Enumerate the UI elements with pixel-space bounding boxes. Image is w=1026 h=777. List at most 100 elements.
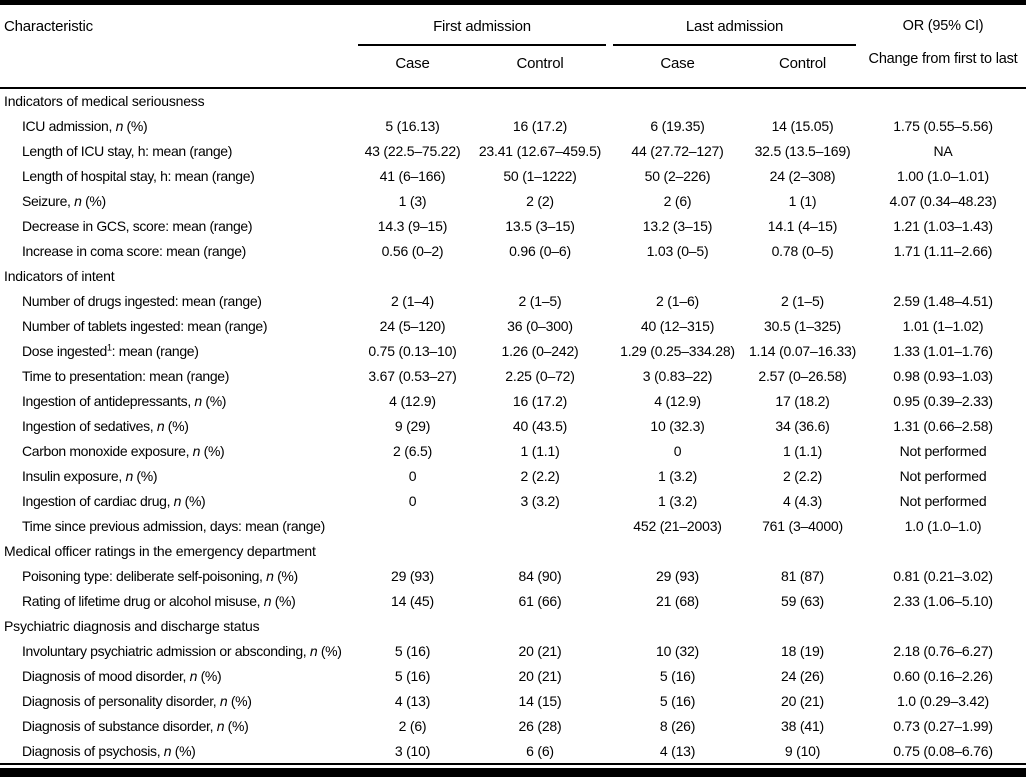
table-row: Number of drugs ingested: mean (range) 2 … <box>0 289 1026 314</box>
cell-value: 1.31 (0.66–2.58) <box>893 418 993 434</box>
cell-value: 0 <box>408 468 417 484</box>
cell-value: 5 (16) <box>394 643 431 659</box>
cell-value: 50 (1–1222) <box>503 168 577 184</box>
cell-value: 2 (1–5) <box>518 293 562 309</box>
cell-value: 1 (3.2) <box>657 468 698 484</box>
table-bottom-thin-rule <box>0 763 1026 765</box>
cell-value: 4 (12.9) <box>389 393 436 409</box>
section-title: Medical officer ratings in the emergency… <box>4 543 316 559</box>
cell-value: 84 (90) <box>518 568 562 584</box>
row-label: Carbon monoxide exposure, n (%) <box>22 443 225 459</box>
cell-value: 0.98 (0.93–1.03) <box>893 368 993 384</box>
cell-value: 41 (6–166) <box>379 168 446 184</box>
section-row: Indicators of medical seriousness <box>0 88 1026 114</box>
cell-value: 24 (26) <box>781 668 824 684</box>
table-row: Decrease in GCS, score: mean (range) 14.3… <box>0 214 1026 239</box>
cell-value: 17 (18.2) <box>775 393 830 409</box>
row-label: Time since previous admission, days: mea… <box>22 518 325 534</box>
cell-value: 452 (21–2003) <box>633 518 722 534</box>
cell-value: 1 (3.2) <box>657 493 698 509</box>
cell-value: 16 (17.2) <box>512 393 568 409</box>
table-row: Carbon monoxide exposure, n (%) 2 (6.5) 1 … <box>0 439 1026 464</box>
table-row: Increase in coma score: mean (range) 0.56… <box>0 239 1026 264</box>
cell-value: 13.5 (3–15) <box>505 218 575 234</box>
cell-value: 2 (6) <box>663 193 692 209</box>
last-admission-control-header: Control <box>745 46 861 89</box>
cell-value <box>355 514 470 539</box>
cell-value: 4 (4.3) <box>782 493 823 509</box>
cell-value: 2.18 (0.76–6.27) <box>893 643 993 659</box>
cell-value: 20 (21) <box>781 693 824 709</box>
cell-value: 2 (6) <box>398 718 427 734</box>
cell-value: 2 (6.5) <box>392 443 433 459</box>
cell-value: 0.78 (0–5) <box>771 243 834 259</box>
table-row: Diagnosis of personality disorder, n (%)… <box>0 689 1026 714</box>
table-row: Diagnosis of mood disorder, n (%) 5 (16) 2… <box>0 664 1026 689</box>
cell-value: 26 (28) <box>518 718 562 734</box>
cell-value: 0.60 (0.16–2.26) <box>893 668 993 684</box>
cell-value: 13.2 (3–15) <box>642 218 713 234</box>
cell-value: 2 (1–5) <box>781 293 824 309</box>
table-row: Length of hospital stay, h: mean (range)… <box>0 164 1026 189</box>
first-admission-control-header: Control <box>470 46 611 89</box>
cell-value: 2.25 (0–72) <box>505 368 575 384</box>
cell-value: 2 (2.2) <box>520 468 560 484</box>
cell-value: 9 (10) <box>784 743 821 759</box>
table-row: Insulin exposure, n (%) 0 2 (2.2) 1 (3.2) 2 … <box>0 464 1026 489</box>
table-row: Poisoning type: deliberate self-poisonin… <box>0 564 1026 589</box>
cell-value: 2.33 (1.06–5.10) <box>893 593 993 609</box>
last-admission-group-header: Last admission <box>610 5 860 46</box>
cell-value: 0.81 (0.21–3.02) <box>893 568 993 584</box>
cell-value: 4 (13) <box>394 693 431 709</box>
cell-value: 50 (2–226) <box>644 168 711 184</box>
cell-value: 14.3 (9–15) <box>377 218 448 234</box>
row-label: Length of ICU stay, h: mean (range) <box>22 143 233 159</box>
cell-value: Not performed <box>899 468 987 484</box>
row-label: Time to presentation: mean (range) <box>22 368 230 384</box>
cell-value: 18 (19) <box>781 643 824 659</box>
cell-value: 2.57 (0–26.58) <box>758 368 847 384</box>
cell-value: 1.26 (0–242) <box>501 343 579 359</box>
cell-value: 32.5 (13.5–169) <box>754 143 851 159</box>
cell-value: 40 (12–315) <box>640 318 715 334</box>
cell-value: 14 (15.05) <box>771 118 834 134</box>
cell-value: 3 (3.2) <box>520 493 560 509</box>
table-row: Rating of lifetime drug or alcohol misus… <box>0 589 1026 614</box>
cell-value: 0.95 (0.39–2.33) <box>893 393 993 409</box>
first-admission-group-label: First admission <box>358 18 607 46</box>
cell-value: 16 (17.2) <box>512 118 568 134</box>
cell-value: 761 (3–4000) <box>762 518 843 534</box>
table-row: Time to presentation: mean (range) 3.67 (… <box>0 364 1026 389</box>
cell-value: 3.67 (0.53–27) <box>368 368 457 384</box>
cell-value: 3 (0.83–22) <box>642 368 713 384</box>
table-row: Involuntary psychiatric admission or abs… <box>0 639 1026 664</box>
row-label: Seizure, n (%) <box>22 193 106 209</box>
characteristic-column-header: Characteristic <box>4 18 93 35</box>
table-row: Ingestion of sedatives, n (%) 9 (29) 40 (4… <box>0 414 1026 439</box>
cell-value: 5 (16.13) <box>385 118 440 134</box>
cell-value: 0.56 (0–2) <box>381 243 444 259</box>
row-label: Dose ingested1: mean (range) <box>22 342 199 359</box>
cell-value: 44 (27.72–127) <box>631 143 724 159</box>
cell-value: 14 (15) <box>518 693 562 709</box>
cell-value: 30.5 (1–325) <box>764 318 842 334</box>
row-label: Diagnosis of substance disorder, n (%) <box>22 718 249 734</box>
table-row: Diagnosis of substance disorder, n (%) 2 … <box>0 714 1026 739</box>
cell-value: 24 (2–308) <box>769 168 836 184</box>
cell-value: 6 (19.35) <box>650 118 705 134</box>
or-column-header: OR (95% CI) <box>902 18 984 34</box>
first-admission-case-header: Case <box>355 46 470 89</box>
cell-value: 38 (41) <box>781 718 824 734</box>
cell-value: 5 (16) <box>394 668 431 684</box>
cell-value: 0.75 (0.08–6.76) <box>893 743 993 759</box>
cell-value: 40 (43.5) <box>512 418 568 434</box>
row-label: Diagnosis of mood disorder, n (%) <box>22 668 222 684</box>
cell-value: Not performed <box>899 443 987 459</box>
cell-value: 36 (0–300) <box>507 318 573 334</box>
row-label: ICU admission, n (%) <box>22 118 148 134</box>
cell-value: 20 (21) <box>518 668 562 684</box>
row-label: Rating of lifetime drug or alcohol misus… <box>22 593 296 609</box>
cell-value: 1.0 (1.0–1.0) <box>904 518 982 534</box>
cell-value: NA <box>933 143 953 159</box>
section-row: Medical officer ratings in the emergency… <box>0 539 1026 564</box>
